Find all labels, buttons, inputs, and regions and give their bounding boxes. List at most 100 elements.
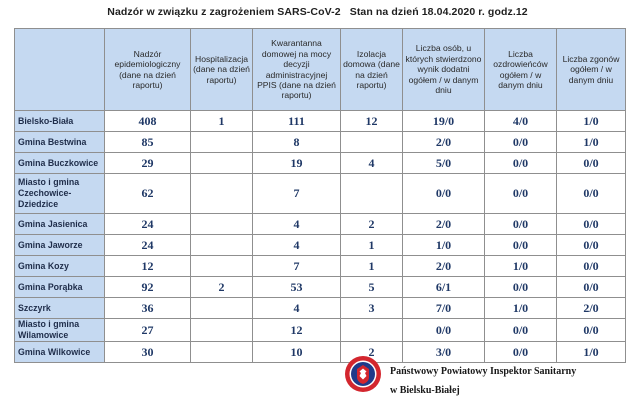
cell-deaths: 0/0 [556, 255, 626, 277]
header-deaths: Liczba zgonów ogółem / w danym dniu [556, 28, 626, 111]
table-row: Szczyrk 36 4 3 7/0 1/0 2/0 [14, 297, 626, 319]
row-name: Miasto i gmina Czechowice-Dziedzice [14, 173, 105, 214]
row-name: Gmina Buczkowice [14, 152, 105, 174]
cell-supervision: 62 [104, 173, 191, 214]
row-name: Gmina Porąbka [14, 276, 105, 298]
cell-isolation: 5 [340, 276, 403, 298]
cell-isolation: 4 [340, 152, 403, 174]
table-row: Gmina Bestwina 85 8 2/0 0/0 1/0 [14, 131, 626, 153]
cell-hospitalization [190, 173, 253, 214]
table-row: Gmina Kozy 12 7 1 2/0 1/0 0/0 [14, 255, 626, 277]
cell-deaths: 2/0 [556, 297, 626, 319]
cell-supervision: 24 [104, 234, 191, 256]
cell-quarantine: 7 [252, 255, 341, 277]
sanitary-inspection-emblem-icon [344, 355, 382, 393]
cell-isolation [340, 131, 403, 153]
cell-quarantine: 19 [252, 152, 341, 174]
cell-recovered: 0/0 [484, 341, 557, 363]
header-quarantine: Kwarantanna domowej na mocy decyzji admi… [252, 28, 341, 111]
cell-positive: 2/0 [402, 131, 485, 153]
cell-deaths: 0/0 [556, 276, 626, 298]
cell-supervision: 24 [104, 213, 191, 235]
cell-recovered: 1/0 [484, 255, 557, 277]
cell-supervision: 12 [104, 255, 191, 277]
table-row: Bielsko-Biała 408 1 111 12 19/0 4/0 1/0 [14, 110, 626, 132]
cell-positive: 3/0 [402, 341, 485, 363]
cell-hospitalization [190, 213, 253, 235]
cell-isolation [340, 173, 403, 214]
cell-recovered: 4/0 [484, 110, 557, 132]
cell-positive: 2/0 [402, 213, 485, 235]
row-name: Gmina Jasienica [14, 213, 105, 235]
cell-deaths: 0/0 [556, 213, 626, 235]
cell-quarantine: 10 [252, 341, 341, 363]
cell-quarantine: 12 [252, 318, 341, 342]
cell-positive: 6/1 [402, 276, 485, 298]
surveillance-table: Nadzór epidemiologiczny (dane na dzień r… [14, 28, 626, 363]
cell-supervision: 85 [104, 131, 191, 153]
cell-isolation: 2 [340, 213, 403, 235]
cell-positive: 7/0 [402, 297, 485, 319]
table-header-row: Nadzór epidemiologiczny (dane na dzień r… [14, 28, 626, 111]
cell-recovered: 0/0 [484, 213, 557, 235]
cell-deaths: 1/0 [556, 341, 626, 363]
header-recovered: Liczba ozdrowieńców ogółem / w danym dni… [484, 28, 557, 111]
cell-hospitalization [190, 297, 253, 319]
cell-positive: 1/0 [402, 234, 485, 256]
emblem-graphic [345, 356, 381, 392]
cell-hospitalization [190, 255, 253, 277]
cell-supervision: 92 [104, 276, 191, 298]
header-municipality [14, 28, 105, 111]
table-row: Gmina Jasienica 24 4 2 2/0 0/0 0/0 [14, 213, 626, 235]
cell-supervision: 408 [104, 110, 191, 132]
cell-positive: 0/0 [402, 173, 485, 214]
cell-quarantine: 8 [252, 131, 341, 153]
cell-supervision: 27 [104, 318, 191, 342]
row-name: Gmina Jaworze [14, 234, 105, 256]
cell-supervision: 30 [104, 341, 191, 363]
cell-quarantine: 4 [252, 234, 341, 256]
inspector-signature-text: Państwowy Powiatowy Inspektor Sanitarny … [390, 362, 576, 400]
cell-hospitalization [190, 152, 253, 174]
cell-positive: 0/0 [402, 318, 485, 342]
cell-supervision: 36 [104, 297, 191, 319]
cell-recovered: 0/0 [484, 234, 557, 256]
header-home-isolation: Izolacja domowa (dane na dzień raportu) [340, 28, 403, 111]
cell-hospitalization [190, 341, 253, 363]
row-name: Szczyrk [14, 297, 105, 319]
cell-isolation: 3 [340, 297, 403, 319]
cell-hospitalization [190, 234, 253, 256]
row-name: Bielsko-Biała [14, 110, 105, 132]
cell-deaths: 0/0 [556, 318, 626, 342]
cell-recovered: 0/0 [484, 318, 557, 342]
cell-isolation: 12 [340, 110, 403, 132]
cell-quarantine: 111 [252, 110, 341, 132]
table-row: Gmina Wilkowice 30 10 2 3/0 0/0 1/0 [14, 341, 626, 363]
header-epidemiological-supervision: Nadzór epidemiologiczny (dane na dzień r… [104, 28, 191, 111]
table-row: Gmina Buczkowice 29 19 4 5/0 0/0 0/0 [14, 152, 626, 174]
cell-hospitalization: 1 [190, 110, 253, 132]
cell-deaths: 0/0 [556, 152, 626, 174]
table-row: Gmina Porąbka 92 2 53 5 6/1 0/0 0/0 [14, 276, 626, 298]
table-row: Gmina Jaworze 24 4 1 1/0 0/0 0/0 [14, 234, 626, 256]
cell-positive: 5/0 [402, 152, 485, 174]
cell-recovered: 1/0 [484, 297, 557, 319]
cell-positive: 2/0 [402, 255, 485, 277]
cell-recovered: 0/0 [484, 276, 557, 298]
table-row: Miasto i gmina Wilamowice 27 12 0/0 0/0 … [14, 318, 626, 342]
cell-hospitalization [190, 318, 253, 342]
cell-isolation: 1 [340, 255, 403, 277]
cell-quarantine: 53 [252, 276, 341, 298]
table-row: Miasto i gmina Czechowice-Dziedzice 62 7… [14, 173, 626, 214]
row-name: Gmina Bestwina [14, 131, 105, 153]
cell-hospitalization [190, 131, 253, 153]
inspector-title-line: Państwowy Powiatowy Inspektor Sanitarny [390, 366, 577, 377]
report-title: Nadzór w związku z zagrożeniem SARS-CoV-… [0, 6, 635, 18]
row-name: Gmina Wilkowice [14, 341, 105, 363]
cell-isolation: 1 [340, 234, 403, 256]
cell-quarantine: 4 [252, 297, 341, 319]
cell-deaths: 1/0 [556, 110, 626, 132]
header-positive-cases: Liczba osób, u których stwierdzono wynik… [402, 28, 485, 111]
report-title-main: Nadzór w związku z zagrożeniem SARS-CoV-… [107, 6, 341, 18]
cell-positive: 19/0 [402, 110, 485, 132]
